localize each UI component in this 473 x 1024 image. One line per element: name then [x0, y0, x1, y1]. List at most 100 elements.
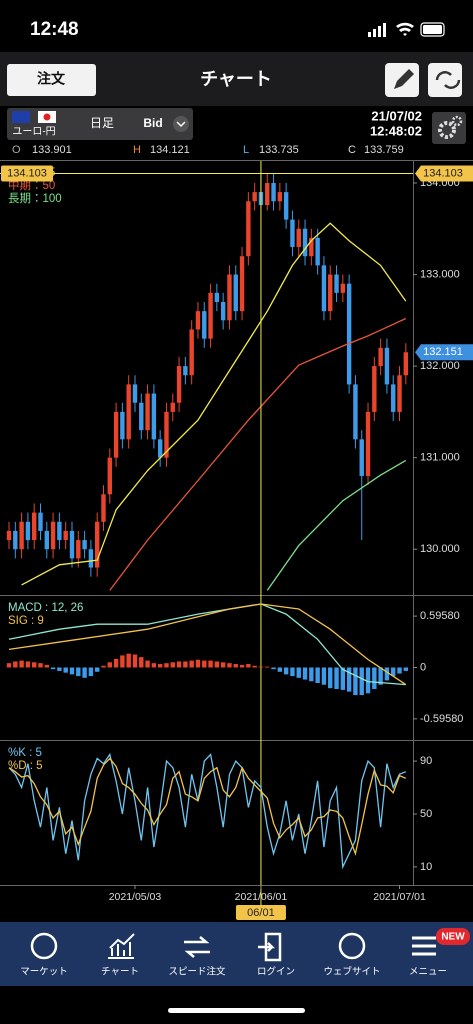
candle-body: [94, 521, 100, 568]
candle-body: [346, 283, 352, 385]
series-line: [21, 222, 407, 586]
pencil-icon: [394, 69, 414, 89]
histogram-bar: [139, 657, 144, 668]
series-line: [8, 757, 407, 857]
nav-label[interactable]: ログイン: [257, 966, 295, 978]
candle-body: [365, 411, 371, 476]
candle-body: [170, 402, 175, 412]
candle-body: [50, 521, 56, 550]
nav-label[interactable]: チャート: [101, 967, 139, 978]
chart-icon[interactable]: [108, 933, 135, 959]
histogram-bar: [189, 660, 194, 668]
series-line: [8, 603, 407, 686]
candle-body: [38, 512, 43, 531]
candle-body: [32, 512, 37, 541]
histogram-bar: [176, 661, 182, 668]
ohlc-value: 133.735: [259, 144, 299, 156]
period-label[interactable]: 日足: [90, 116, 114, 130]
candle-body: [384, 347, 390, 385]
plot-area: 130.000131.000132.000133.000134.000短期：25…: [0, 161, 473, 920]
signal-bar: [378, 26, 381, 37]
market-icon[interactable]: [30, 932, 58, 960]
histogram-bar: [239, 664, 245, 668]
candle-body: [391, 384, 396, 412]
dropdown-button[interactable]: [173, 116, 189, 132]
ohlc-value: 133.759: [364, 144, 404, 156]
candle-body: [246, 201, 251, 257]
candle-body: [76, 540, 81, 559]
nav-icons: [30, 932, 436, 962]
ohlc-row: O 133.901 H 134.121 L 133.735 C 133.759: [12, 144, 404, 156]
candle-body: [25, 521, 31, 541]
price-tag: [415, 165, 473, 182]
nav-label[interactable]: マーケット: [20, 967, 68, 978]
histogram-bar: [353, 667, 358, 696]
candle-body: [176, 366, 182, 403]
order-button-label[interactable]: 注文: [37, 71, 66, 87]
candle-body: [151, 393, 157, 440]
candle-body: [334, 274, 339, 293]
candle-body: [271, 182, 276, 202]
histogram-bar: [384, 667, 390, 681]
histogram-bar: [397, 667, 402, 674]
histogram-bar: [44, 664, 49, 668]
status-icons: [368, 22, 445, 37]
histogram-bar: [208, 660, 213, 668]
candle-body: [328, 274, 333, 312]
candle-body: [101, 494, 106, 522]
candle-body: [403, 352, 409, 376]
date-tag: [235, 905, 286, 920]
y-tick-label: 133.000: [420, 268, 460, 280]
price-type-label[interactable]: Bid: [143, 116, 162, 130]
candle-body: [214, 292, 220, 303]
login-icon[interactable]: [258, 932, 282, 962]
candle-body: [164, 411, 169, 458]
histogram-bar: [233, 664, 238, 668]
candle-body: [359, 439, 364, 476]
histogram-bar: [157, 664, 163, 668]
histogram-bar: [290, 667, 295, 677]
series-line: [266, 459, 407, 591]
gear-icon: [451, 115, 463, 127]
histogram-bar: [334, 667, 339, 690]
x-tick-label: 2021/06/01: [235, 891, 288, 903]
y-tick-label: 0: [420, 661, 426, 673]
home-indicator: [168, 1008, 305, 1013]
date-tag-label: 06/01: [247, 907, 275, 919]
candle-body: [277, 192, 283, 202]
candle-body: [220, 302, 226, 321]
candle-body: [113, 411, 119, 458]
menu-icon[interactable]: [412, 936, 436, 956]
nav-label[interactable]: メニュー: [409, 967, 447, 978]
nav-label[interactable]: ウェブサイト: [323, 966, 380, 978]
last-price-tag: [415, 344, 473, 361]
candle-body: [6, 530, 12, 541]
histogram-bar: [50, 667, 56, 670]
histogram-bar: [76, 667, 81, 677]
candle-body: [189, 329, 194, 376]
new-badge: [436, 928, 470, 945]
x-tick-label: 2021/05/03: [109, 891, 162, 903]
candle-body: [132, 384, 138, 403]
candle-body: [157, 439, 163, 458]
candle-body: [195, 311, 201, 330]
histogram-bar: [183, 661, 188, 668]
legend-entry: %D : 5: [8, 760, 43, 772]
histogram-bar: [277, 667, 283, 672]
jp-flag-circle: [43, 113, 51, 121]
histogram-bar: [38, 663, 43, 668]
info-time: 12:48:02: [370, 123, 422, 138]
histogram-bar: [113, 658, 119, 668]
refresh-button[interactable]: [428, 63, 462, 97]
new-badge-label: NEW: [441, 932, 465, 943]
last-price-label: 132.151: [423, 346, 463, 358]
website-icon[interactable]: [338, 932, 366, 960]
settings-button[interactable]: [432, 112, 466, 144]
candle-body: [302, 228, 308, 257]
speed-order-icon[interactable]: [184, 936, 210, 958]
nav-label[interactable]: スピード注文: [168, 966, 226, 978]
histogram-bar: [391, 667, 396, 677]
candle-body: [107, 457, 112, 495]
order-button[interactable]: [7, 64, 96, 96]
chevron-icon: [176, 121, 186, 128]
